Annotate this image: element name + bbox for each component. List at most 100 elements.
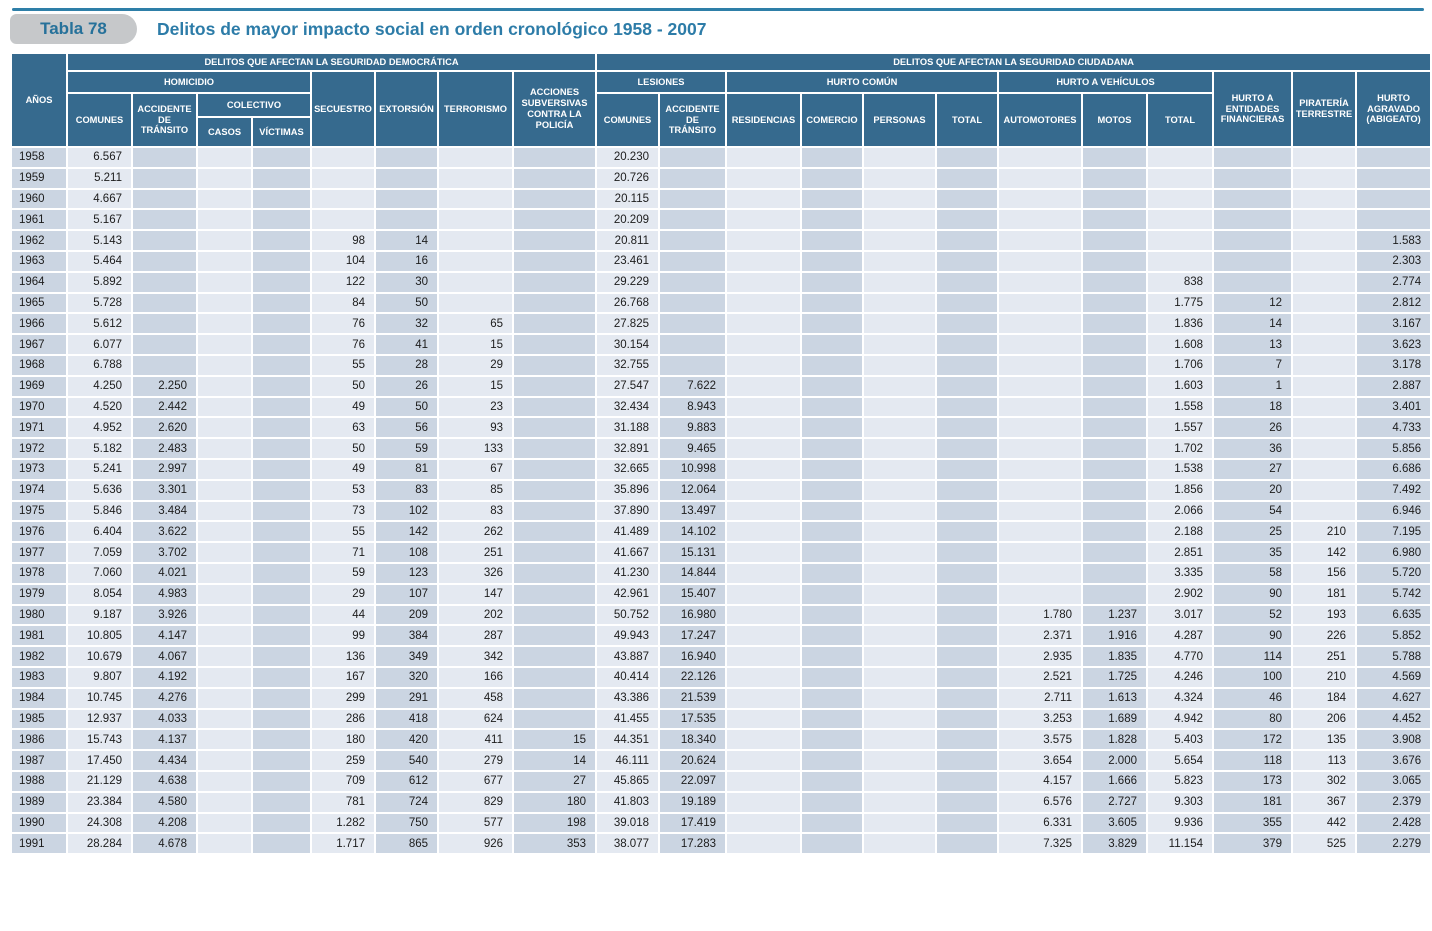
data-cell: 5.852 xyxy=(1354,624,1432,648)
data-cell: 299 xyxy=(310,686,376,710)
table-row: 1988 21.129 4.638 709 612 677 27 45.865 22.097 4.… xyxy=(10,769,1432,793)
data-cell xyxy=(725,790,802,814)
data-cell: 41.455 xyxy=(595,707,660,731)
data-cell: 113 xyxy=(1291,749,1357,772)
data-cell xyxy=(1081,249,1148,273)
data-cell: 41.667 xyxy=(595,541,660,564)
data-cell xyxy=(374,146,439,169)
data-cell xyxy=(1354,166,1432,190)
data-cell: 3.017 xyxy=(1146,603,1214,627)
data-cell: 3.484 xyxy=(131,499,198,523)
data-cell xyxy=(196,229,253,252)
data-cell: 59 xyxy=(374,437,439,460)
data-cell xyxy=(1291,291,1357,315)
data-cell xyxy=(1081,146,1148,169)
data-cell: 22.126 xyxy=(658,665,727,689)
table-row: 1981 10.805 4.147 99 384 287 49.943 17.247 2.371… xyxy=(10,624,1432,648)
data-cell: 1.780 xyxy=(997,603,1083,627)
data-cell: 411 xyxy=(437,728,514,752)
data-cell xyxy=(1212,187,1293,211)
data-cell xyxy=(862,541,937,564)
data-cell xyxy=(862,728,937,752)
data-cell xyxy=(1291,437,1357,460)
data-cell xyxy=(725,353,802,377)
data-cell: 41.489 xyxy=(595,520,660,544)
data-cell xyxy=(725,312,802,336)
year-cell: 1989 xyxy=(10,790,68,814)
data-cell: 4.250 xyxy=(66,374,133,398)
year-cell: 1962 xyxy=(10,229,68,252)
data-cell xyxy=(1291,499,1357,523)
data-cell xyxy=(310,208,376,232)
data-cell xyxy=(374,166,439,190)
data-cell: 3.335 xyxy=(1146,561,1214,585)
data-cell xyxy=(862,249,937,273)
data-cell: 73 xyxy=(310,499,376,523)
data-cell: 9.936 xyxy=(1146,811,1214,835)
table-row: 1987 17.450 4.434 259 540 279 14 46.111 20.624 3.… xyxy=(10,749,1432,772)
data-cell: 6.331 xyxy=(997,811,1083,835)
data-cell xyxy=(997,229,1083,252)
data-cell xyxy=(1212,166,1293,190)
year-cell: 1977 xyxy=(10,541,68,564)
data-cell xyxy=(997,187,1083,211)
data-cell xyxy=(800,582,864,606)
data-cell xyxy=(196,790,253,814)
data-cell: 3.622 xyxy=(131,520,198,544)
col-header-homicidio-comunes: COMUNES xyxy=(66,92,133,148)
data-cell xyxy=(1081,561,1148,585)
data-cell: 20.726 xyxy=(595,166,660,190)
data-cell xyxy=(862,811,937,835)
data-cell: 353 xyxy=(512,832,597,856)
data-cell: 3.908 xyxy=(1354,728,1432,752)
data-cell: 26 xyxy=(374,374,439,398)
data-cell: 577 xyxy=(437,811,514,835)
data-cell xyxy=(862,561,937,585)
data-cell: 5.167 xyxy=(66,208,133,232)
data-cell xyxy=(512,541,597,564)
data-cell xyxy=(862,645,937,668)
data-cell xyxy=(196,728,253,752)
data-cell xyxy=(725,478,802,502)
year-cell: 1991 xyxy=(10,832,68,856)
data-cell: 14 xyxy=(374,229,439,252)
table-row: 1982 10.679 4.067 136 349 342 43.887 16.940 2.93… xyxy=(10,645,1432,668)
year-cell: 1958 xyxy=(10,146,68,169)
data-cell: 108 xyxy=(374,541,439,564)
data-cell: 4.678 xyxy=(131,832,198,856)
group-header-seguridad-ciudadana: DELITOS QUE AFECTAN LA SEGURIDAD CIUDADA… xyxy=(594,52,1432,72)
data-cell: 8.943 xyxy=(658,395,727,419)
table-row: 1983 9.807 4.192 167 320 166 40.414 22.126 2.521… xyxy=(10,665,1432,689)
data-cell xyxy=(800,728,864,752)
data-cell xyxy=(725,457,802,481)
data-cell: 122 xyxy=(310,270,376,294)
data-cell: 32.665 xyxy=(595,457,660,481)
data-cell: 135 xyxy=(1291,728,1357,752)
data-cell: 93 xyxy=(437,416,514,440)
data-cell xyxy=(658,208,727,232)
data-cell: 210 xyxy=(1291,520,1357,544)
data-cell: 2.620 xyxy=(131,416,198,440)
data-cell: 349 xyxy=(374,645,439,668)
group-header-hurto-comun: HURTO COMÚN xyxy=(725,70,999,94)
data-cell xyxy=(1291,395,1357,419)
data-cell: 9.303 xyxy=(1146,790,1214,814)
data-cell: 1.583 xyxy=(1354,229,1432,252)
data-cell: 11.154 xyxy=(1146,832,1214,856)
data-cell xyxy=(512,416,597,440)
data-cell xyxy=(800,603,864,627)
data-cell xyxy=(437,249,514,273)
data-cell: 3.654 xyxy=(997,749,1083,772)
data-cell xyxy=(997,270,1083,294)
data-cell xyxy=(196,582,253,606)
data-cell xyxy=(997,395,1083,419)
data-cell xyxy=(997,582,1083,606)
table-row: 1963 5.464 104 16 23.461 2.303 xyxy=(10,249,1432,273)
data-cell xyxy=(196,499,253,523)
data-cell: 6.788 xyxy=(66,353,133,377)
year-cell: 1979 xyxy=(10,582,68,606)
data-cell xyxy=(1146,249,1214,273)
data-cell xyxy=(725,686,802,710)
data-cell: 9.465 xyxy=(658,437,727,460)
data-cell xyxy=(725,437,802,460)
